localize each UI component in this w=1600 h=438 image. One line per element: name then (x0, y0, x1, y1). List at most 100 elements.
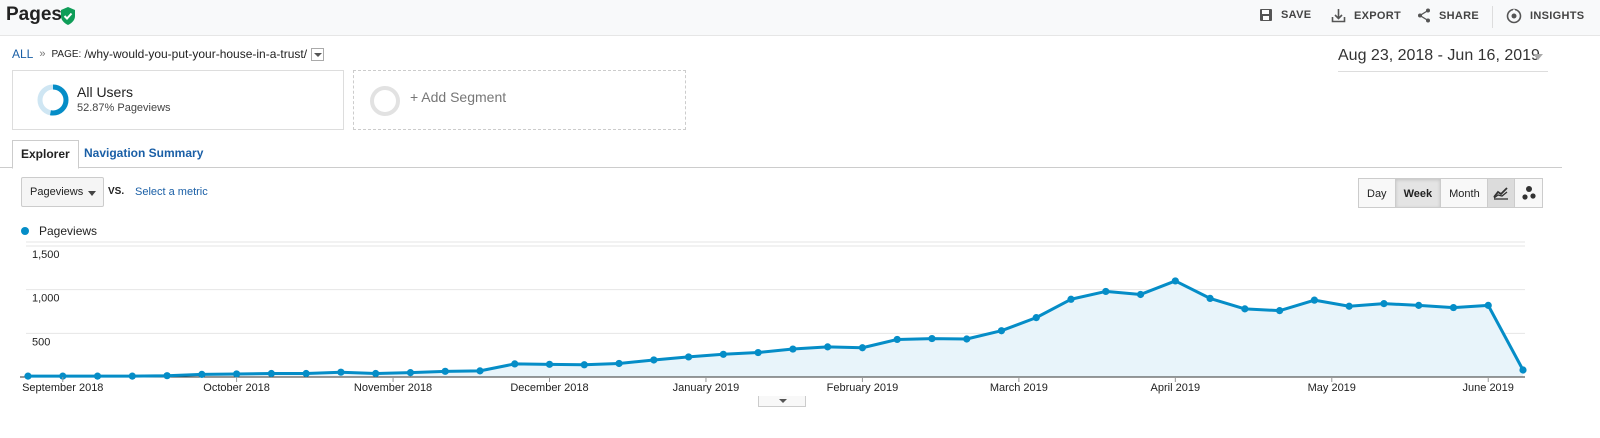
chart-expand-toggle[interactable] (758, 396, 806, 407)
motion-chart-icon (1521, 186, 1536, 200)
vs-label: VS. (108, 186, 125, 197)
toolbar-divider (1492, 6, 1493, 28)
segment-name: All Users (77, 84, 134, 100)
data-point (233, 370, 241, 378)
data-point (789, 345, 797, 353)
motion-chart-button[interactable] (1515, 178, 1543, 208)
data-point (1415, 301, 1423, 309)
y-tick-label: 1,000 (32, 293, 60, 305)
y-tick-label: 1,500 (32, 249, 60, 261)
data-point (997, 327, 1006, 335)
export-label: EXPORT (1354, 9, 1402, 22)
granularity-week-button[interactable]: Week (1395, 178, 1442, 208)
report-header: Pages SAVE EXPORT SHARE INSIGHTS (0, 0, 1600, 36)
segment-detail: 52.87% Pageviews (77, 102, 171, 114)
legend-label: Pageviews (39, 224, 98, 238)
x-tick-label: June 2019 (1463, 382, 1514, 394)
chart-legend: Pageviews (21, 224, 97, 238)
data-point (824, 343, 832, 351)
data-point (1380, 300, 1388, 308)
data-point (93, 372, 102, 380)
granularity-toggle: Day Week Month (1358, 178, 1489, 208)
data-point (1136, 290, 1145, 299)
chevron-down-icon (88, 191, 96, 196)
share-button[interactable]: SHARE (1417, 8, 1479, 23)
data-point (615, 359, 623, 368)
breadcrumb-all-link[interactable]: ALL (12, 47, 34, 61)
x-tick-label: April 2019 (1151, 382, 1201, 394)
data-point (372, 369, 380, 378)
add-segment-button[interactable]: + Add Segment (353, 70, 686, 130)
data-point (163, 372, 171, 380)
data-point (963, 335, 971, 343)
data-point (1102, 287, 1110, 296)
breadcrumb-page-path: /why-would-you-put-your-house-in-a-trust… (84, 47, 308, 61)
legend-swatch (21, 227, 29, 235)
x-tick-label: December 2018 (510, 382, 588, 394)
series-line-pageviews (28, 279, 1525, 378)
data-point (1206, 294, 1214, 302)
breadcrumb-separator: » (39, 48, 46, 60)
segment-all-users[interactable]: All Users 52.87% Pageviews (12, 70, 344, 130)
breadcrumb: ALL » PAGE: /why-would-you-put-your-hous… (12, 47, 325, 61)
x-tick-label: November 2018 (354, 382, 432, 394)
data-point (1519, 366, 1527, 374)
breadcrumb-dropdown-button[interactable] (311, 47, 325, 61)
data-point (893, 335, 901, 344)
tab-navigation-summary[interactable]: Navigation Summary (84, 146, 204, 160)
data-point (128, 372, 136, 380)
y-tick-label: 500 (32, 336, 50, 348)
data-point (858, 344, 867, 352)
data-point (511, 360, 519, 368)
insights-label: INSIGHTS (1530, 10, 1585, 22)
segment-ring-icon (37, 84, 69, 116)
line-chart-button[interactable] (1487, 178, 1515, 208)
data-point (1032, 314, 1040, 322)
export-button[interactable]: EXPORT (1331, 8, 1401, 23)
save-label: SAVE (1281, 9, 1312, 21)
save-button[interactable]: SAVE (1259, 8, 1311, 22)
data-point (650, 356, 658, 364)
data-point (1276, 307, 1284, 315)
tab-explorer[interactable]: Explorer (12, 140, 79, 169)
granularity-month-button[interactable]: Month (1441, 178, 1489, 208)
pageviews-chart: 1,500 1,000 500 September 2018 October 2018 N… (20, 241, 1527, 394)
data-point (59, 372, 67, 380)
data-point (1171, 277, 1179, 285)
data-point (406, 369, 415, 377)
x-tick-label: March 2019 (990, 382, 1048, 394)
select-metric-link[interactable]: Select a metric (135, 186, 208, 198)
data-point (1484, 301, 1492, 309)
data-point (580, 361, 588, 369)
data-point (719, 350, 727, 358)
data-point (198, 370, 206, 378)
data-point (337, 368, 345, 376)
export-icon (1331, 9, 1346, 23)
line-chart-icon (1493, 187, 1508, 200)
data-point (24, 372, 32, 380)
metric-select[interactable]: Pageviews (21, 177, 104, 207)
share-label: SHARE (1439, 9, 1480, 22)
date-range-value: Aug 23, 2018 - Jun 16, 2019 (1338, 47, 1540, 64)
insights-button[interactable]: INSIGHTS (1506, 8, 1584, 24)
data-point (302, 369, 310, 378)
granularity-day-button[interactable]: Day (1358, 178, 1396, 208)
data-point (928, 334, 936, 343)
data-point (1067, 295, 1075, 303)
x-tick-label: May 2019 (1308, 382, 1356, 394)
x-tick-label: January 2019 (673, 382, 740, 394)
data-point (1241, 305, 1249, 313)
series-area (28, 280, 1523, 377)
share-icon (1418, 8, 1430, 23)
save-icon (1260, 9, 1272, 21)
data-point (684, 353, 693, 361)
metric-select-value: Pageviews (30, 186, 84, 198)
add-segment-label: + Add Segment (410, 89, 507, 105)
date-range-picker[interactable]: Aug 23, 2018 - Jun 16, 2019 (1338, 47, 1548, 72)
chart-type-toggle (1487, 178, 1543, 208)
add-segment-circle-icon (370, 86, 400, 116)
report-tabs: Explorer Navigation Summary (0, 140, 1562, 169)
x-tick-label: September 2018 (22, 382, 103, 394)
insights-icon (1506, 8, 1522, 24)
data-point (441, 367, 449, 375)
